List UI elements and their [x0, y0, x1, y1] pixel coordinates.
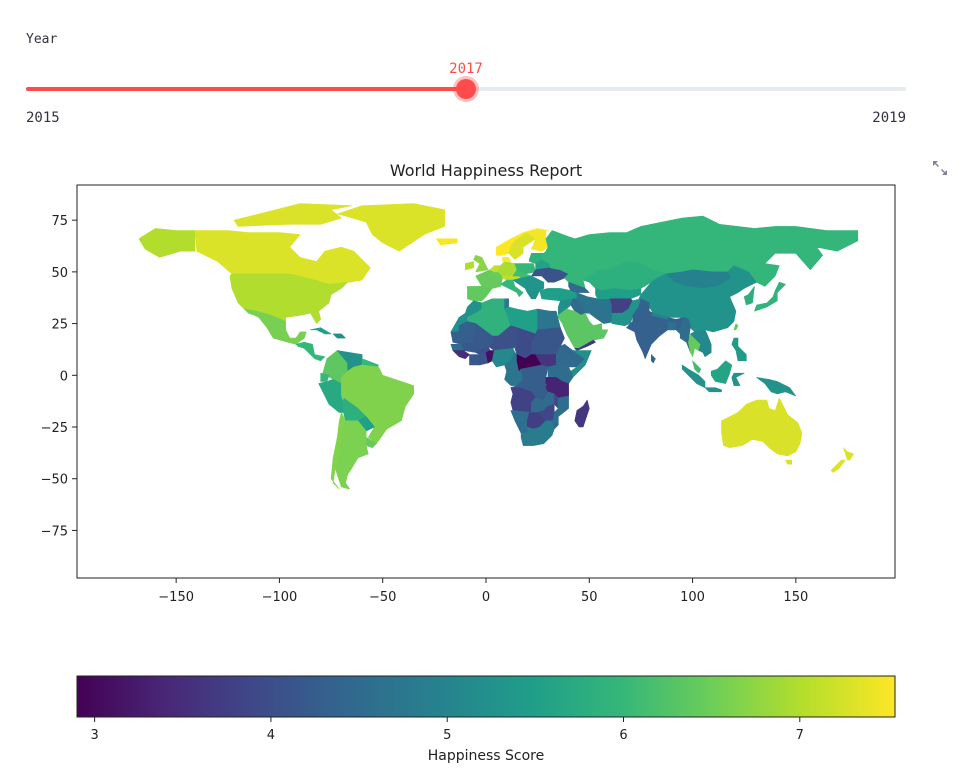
fullscreen-expand-icon[interactable]	[930, 158, 950, 178]
region-new-guinea	[756, 377, 797, 397]
country-regions	[138, 203, 859, 490]
y-tick-label: 0	[60, 369, 68, 384]
region-arabian-peninsula	[557, 308, 609, 349]
y-tick-label: 25	[51, 318, 68, 333]
region-nepal	[650, 312, 669, 320]
region-italy	[500, 279, 524, 297]
region-new-zealand-south	[830, 459, 846, 473]
region-korea	[743, 286, 755, 306]
region-egypt	[537, 308, 561, 331]
region-java	[704, 387, 722, 393]
region-madagascar	[574, 399, 590, 428]
y-tick-label: −75	[41, 524, 68, 539]
region-balkans	[512, 275, 545, 293]
region-alaska	[138, 228, 195, 258]
region-ivory-coast	[469, 354, 481, 366]
slider-thumb[interactable]	[456, 79, 476, 99]
region-canadian-arctic-islands	[233, 203, 353, 227]
x-tick-label: 100	[680, 590, 705, 605]
colorbar: 3 4 5 6 7 Happiness Score	[76, 675, 896, 764]
region-indochina	[690, 329, 712, 357]
y-tick-label: −25	[41, 421, 68, 436]
region-south-africa	[520, 420, 555, 446]
x-tick-label: −150	[158, 590, 194, 605]
region-guinea	[452, 350, 470, 359]
slider-min-label: 2015	[26, 110, 60, 126]
region-malaysia	[692, 360, 702, 374]
y-tick-label: −50	[41, 473, 68, 488]
colorbar-tick-label: 5	[443, 728, 451, 743]
x-tick-label: 0	[482, 590, 490, 605]
map-svg: World Happiness Report −150 −100 −50 0 50 100…	[41, 161, 896, 764]
region-philippines	[731, 337, 747, 362]
region-greece	[526, 290, 541, 300]
region-senegal	[450, 344, 464, 351]
y-tick-label: 75	[51, 214, 68, 229]
x-tick-label: 50	[581, 590, 598, 605]
slider-label: Year	[26, 32, 58, 47]
region-central-america	[295, 341, 326, 362]
region-mexico	[244, 308, 307, 345]
happiness-map-figure: World Happiness Report −150 −100 −50 0 50 100…	[0, 140, 963, 779]
region-central-asia	[595, 288, 642, 300]
region-sulawesi	[731, 372, 745, 386]
region-japan	[754, 281, 786, 312]
colorbar-gradient	[76, 675, 896, 718]
region-argentina	[334, 420, 369, 490]
x-tick-label: 150	[783, 590, 808, 605]
colorbar-ticks: 3 4 5 6 7	[90, 717, 804, 743]
region-sri-lanka	[650, 354, 656, 364]
x-axis-ticks: −150 −100 −50 0 50 100 150	[158, 578, 808, 605]
region-bangladesh	[667, 321, 677, 331]
colorbar-tick-label: 7	[796, 728, 804, 743]
colorbar-tick-label: 3	[90, 728, 98, 743]
region-taiwan	[733, 323, 739, 331]
region-ireland	[464, 261, 474, 271]
colorbar-label: Happiness Score	[428, 748, 545, 764]
x-tick-label: −50	[369, 590, 396, 605]
region-greenland	[336, 203, 446, 252]
region-cuba	[310, 327, 332, 335]
region-iceland	[436, 238, 458, 246]
slider-max-label: 2019	[872, 110, 906, 126]
region-china	[638, 265, 757, 333]
region-denmark	[502, 257, 512, 262]
slider-track[interactable]	[26, 79, 906, 99]
x-tick-label: −100	[262, 590, 298, 605]
slider-fill	[26, 87, 466, 91]
y-axis-ticks: 75 50 25 0 −25 −50 −75	[41, 214, 77, 539]
chart-title: World Happiness Report	[390, 161, 582, 180]
colorbar-tick-label: 4	[267, 728, 275, 743]
y-tick-label: 50	[51, 266, 68, 281]
region-australia	[721, 397, 803, 457]
region-hispaniola	[332, 333, 346, 339]
slider-current-value: 2017	[449, 61, 483, 77]
region-new-zealand-north	[843, 447, 855, 461]
region-mozambique	[551, 395, 569, 430]
region-borneo	[710, 360, 733, 384]
colorbar-tick-label: 6	[619, 728, 627, 743]
region-tasmania	[785, 459, 793, 465]
region-united-kingdom	[473, 255, 489, 273]
